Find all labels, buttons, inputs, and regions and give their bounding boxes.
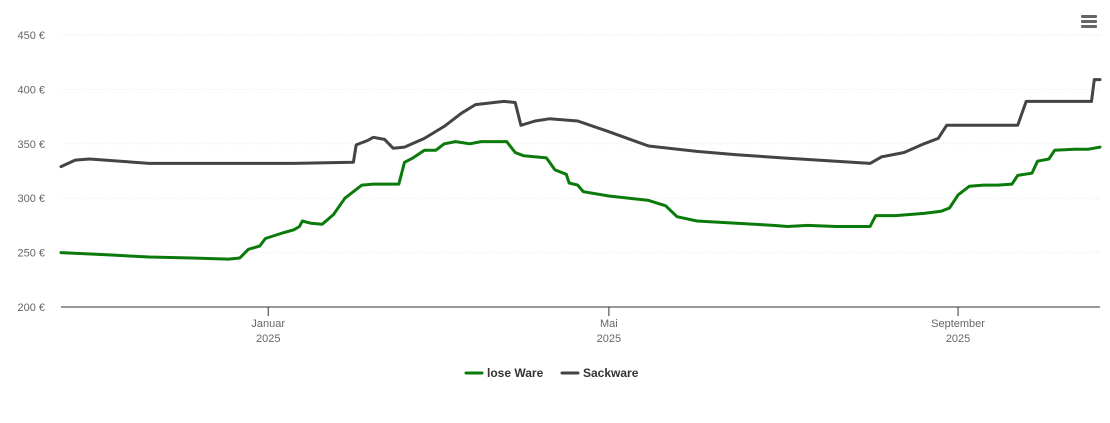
y-tick-label: 250 € [17,248,45,260]
legend-item-sackware[interactable]: Sackware [560,366,639,380]
series-line-lose-ware[interactable] [59,140,1102,261]
x-tick-year: 2025 [946,333,970,345]
legend-item-lose-ware[interactable]: lose Ware [464,366,544,380]
y-tick-label: 200 € [17,302,45,314]
legend-label: Sackware [583,366,639,380]
y-axis: 200 € 250 € 300 € 350 € 400 € 450 € [17,30,45,314]
x-tick-year: 2025 [256,333,280,345]
hamburger-menu-icon[interactable] [1076,9,1102,35]
y-tick-label: 400 € [17,84,45,96]
x-tick-label: Mai [600,318,618,330]
y-tick-label: 300 € [17,193,45,205]
series-line-sackware[interactable] [59,78,1102,169]
x-tick-year: 2025 [597,333,621,345]
x-tick-label: Januar [251,318,285,330]
legend-label: lose Ware [487,366,544,380]
grid-lines [61,34,1100,254]
legend: lose Ware Sackware [464,366,639,380]
y-tick-label: 350 € [17,139,45,151]
x-axis: Januar 2025 Mai 2025 September 2025 [61,306,1100,345]
x-tick-label: September [931,318,985,330]
y-tick-label: 450 € [17,30,45,42]
series-group [59,78,1102,261]
